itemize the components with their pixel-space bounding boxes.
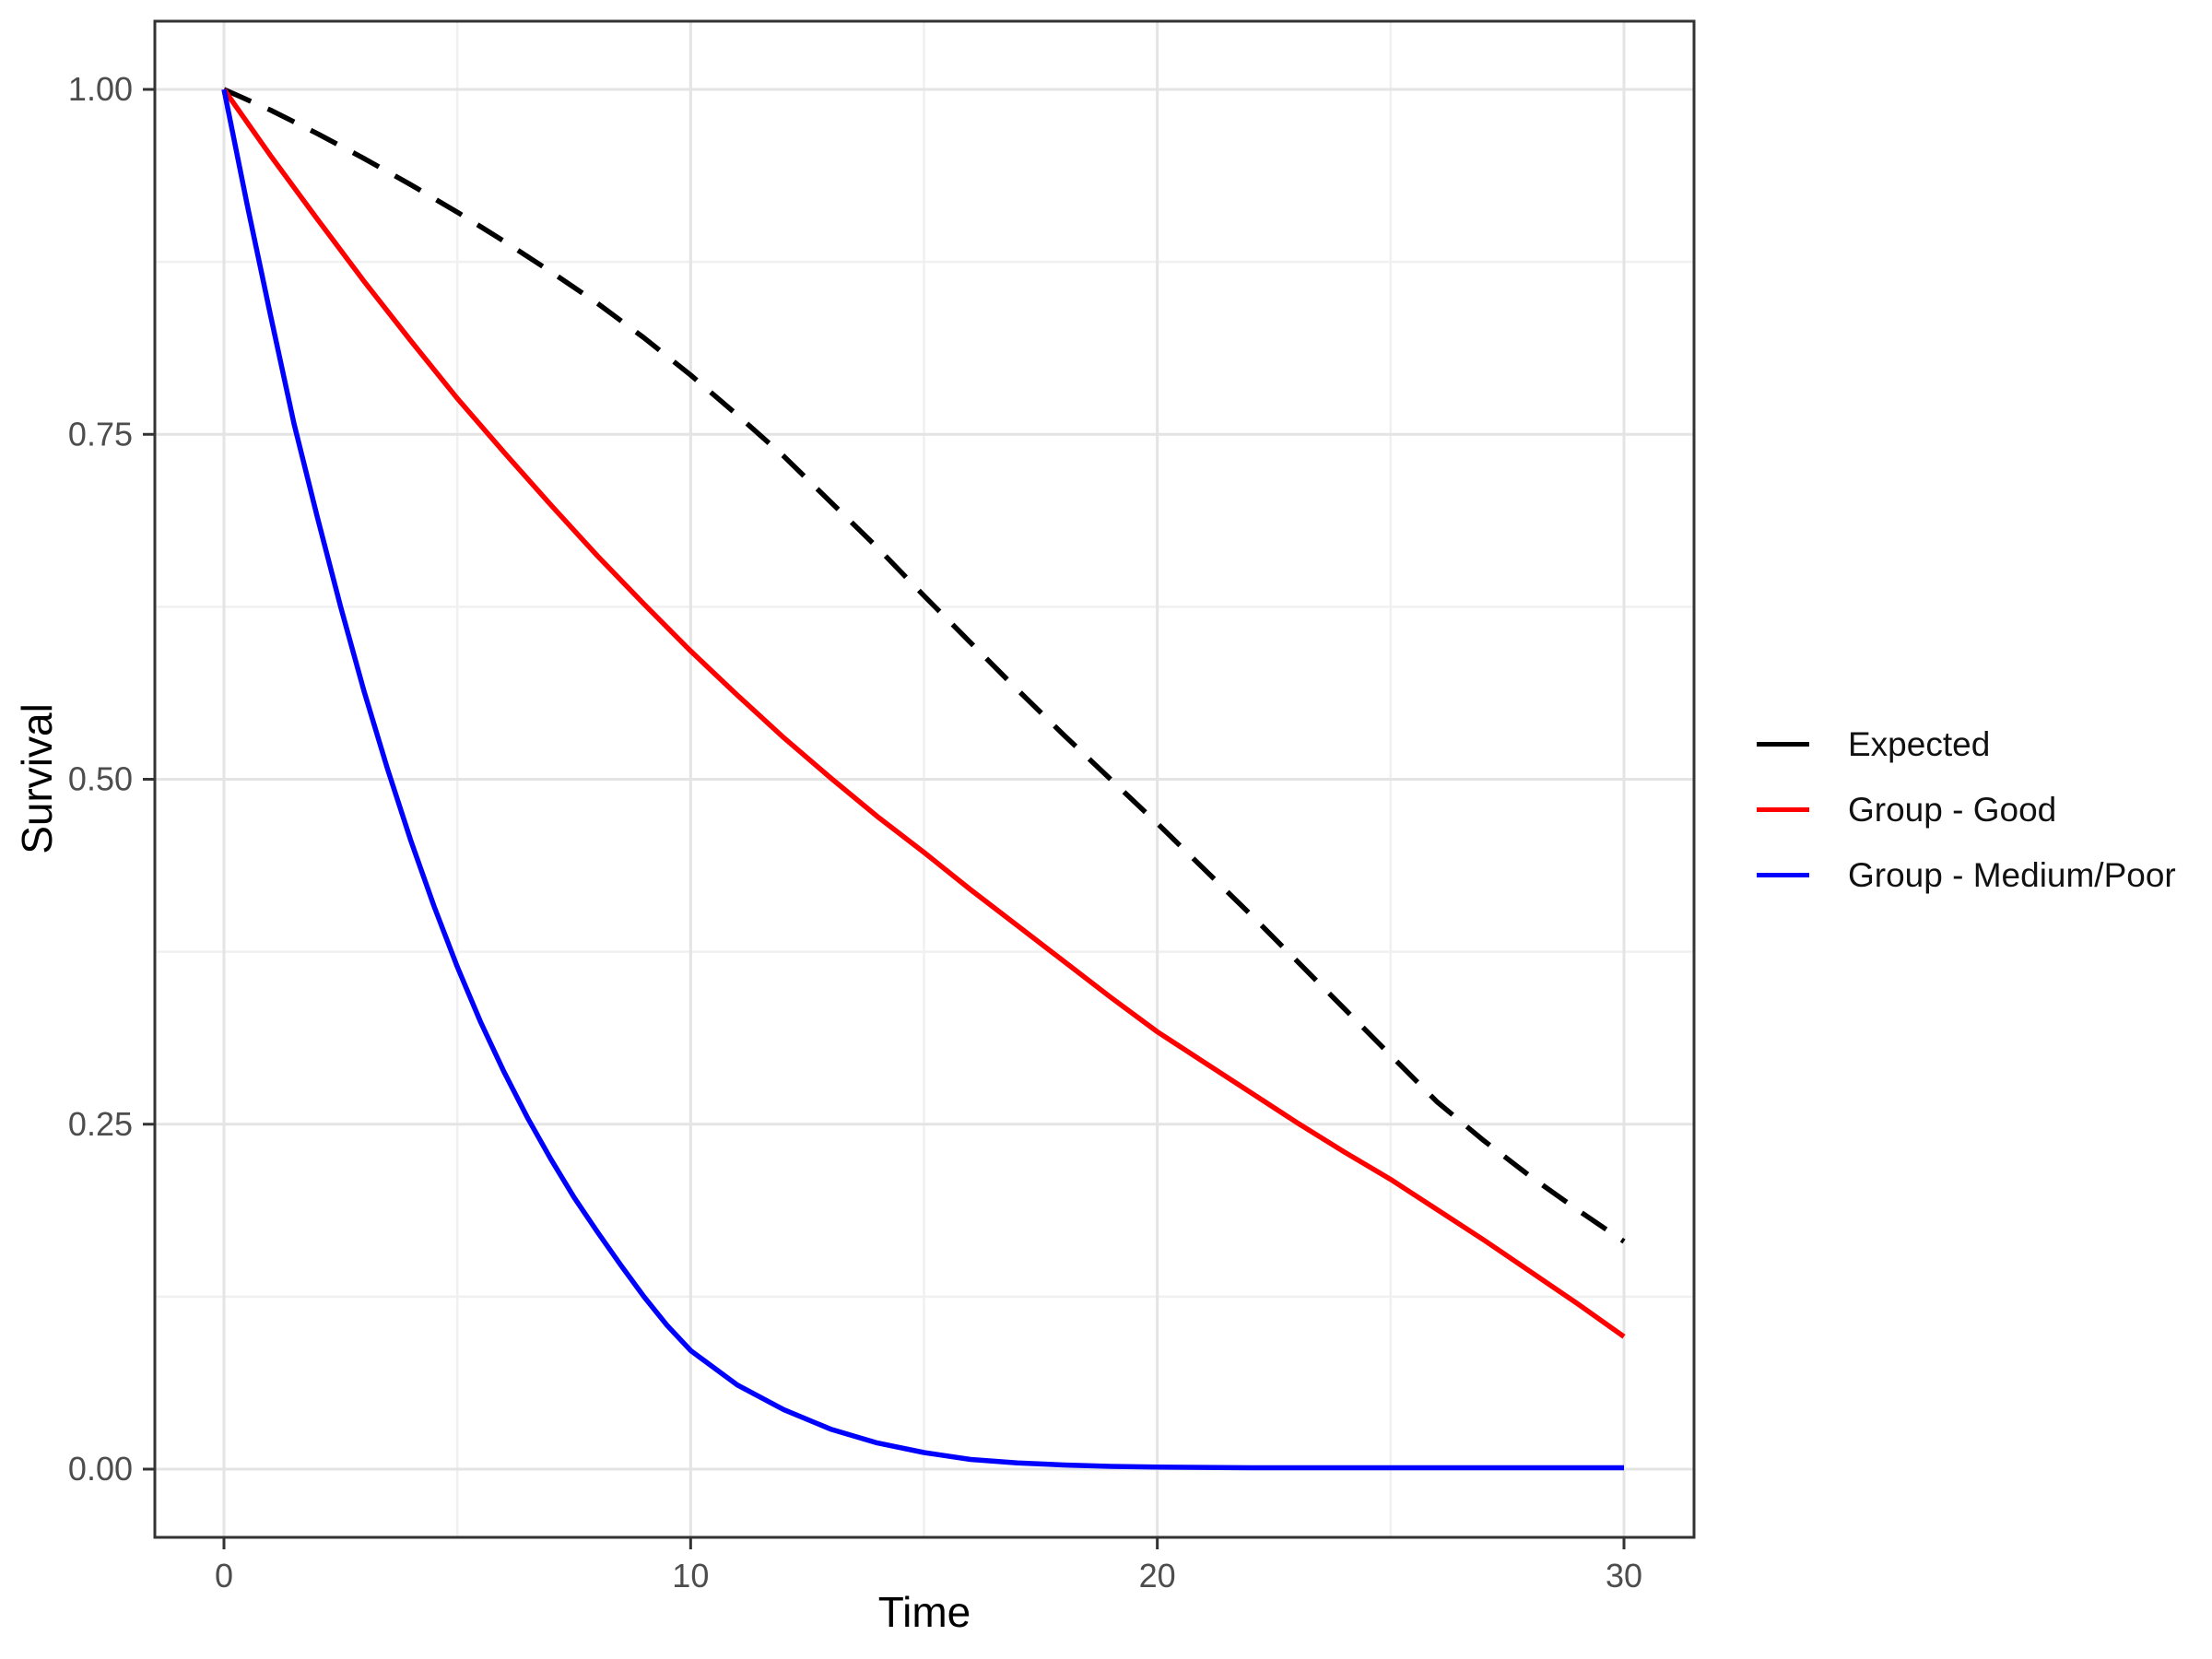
curve-group-good	[221, 88, 1626, 1339]
x-tick-label: 0	[215, 1557, 233, 1594]
y-tick-label: 0.75	[68, 415, 133, 453]
legend-item-group-medium-poor: Group - Medium/Poor	[1757, 842, 2176, 908]
x-axis-title: Time	[877, 1588, 971, 1636]
legend-item-group-good: Group - Good	[1757, 777, 2176, 842]
legend-key-expected-line	[1757, 742, 1809, 747]
legend-label-expected: Expected	[1848, 725, 1991, 763]
x-tick-label: 30	[1606, 1557, 1642, 1594]
x-tick-label: 20	[1139, 1557, 1176, 1594]
curve-group-medium-poor	[221, 88, 1624, 1471]
y-tick-label: 0.50	[68, 760, 133, 798]
y-tick-label: 0.00	[68, 1450, 133, 1488]
legend-item-expected: Expected	[1757, 712, 2176, 777]
y-axis-title: Survival	[13, 703, 61, 854]
legend: Expected Group - Good Group - Medium/Poo…	[1757, 712, 2176, 908]
legend-key-group-good-line	[1757, 807, 1809, 812]
curve-expected	[222, 87, 1626, 1244]
y-tick-label: 0.25	[68, 1105, 133, 1143]
legend-label-group-good: Group - Good	[1848, 791, 2057, 829]
legend-key-group-medium-poor-line	[1757, 873, 1809, 877]
x-tick-label: 10	[672, 1557, 709, 1594]
y-tick-label: 1.00	[68, 70, 133, 108]
legend-label-group-medium-poor: Group - Medium/Poor	[1848, 856, 2176, 894]
